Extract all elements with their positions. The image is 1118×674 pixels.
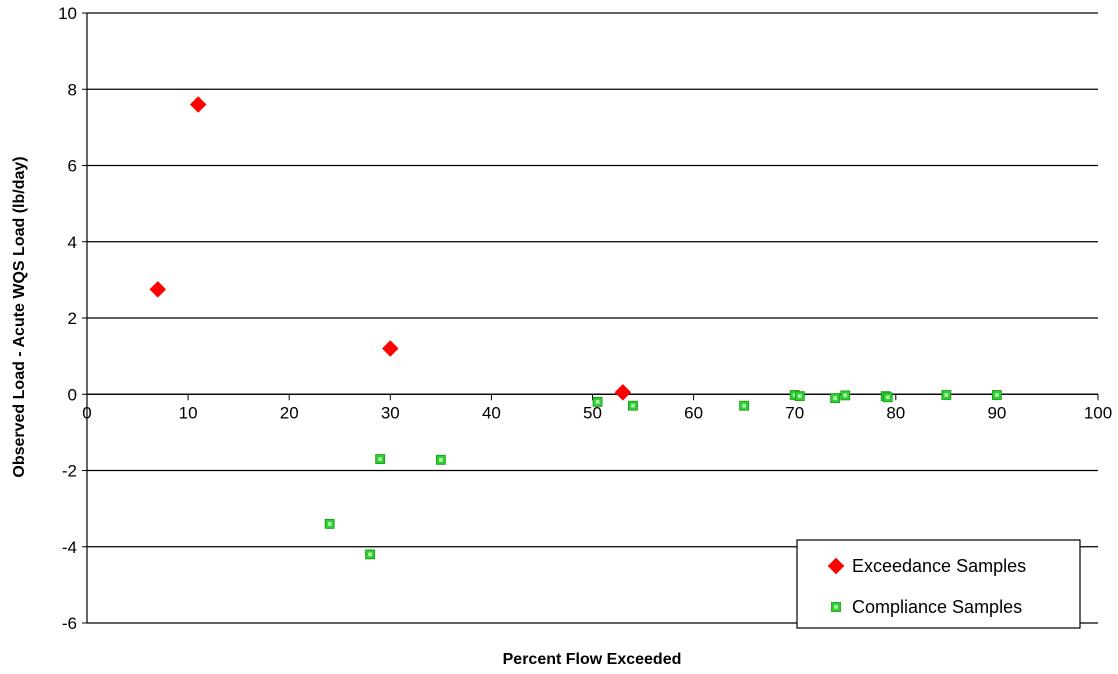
y-tick-label: -2 bbox=[62, 462, 77, 481]
x-tick-label: 0 bbox=[82, 403, 91, 422]
compliance-point bbox=[739, 400, 750, 411]
compliance-point bbox=[435, 454, 446, 465]
compliance-point bbox=[628, 400, 638, 411]
exceedance-point bbox=[614, 383, 632, 401]
compliance-point bbox=[941, 390, 952, 400]
compliance-point bbox=[992, 390, 1002, 400]
x-tick-label: 70 bbox=[785, 403, 804, 422]
legend-box bbox=[796, 539, 1081, 629]
x-tick-label: 90 bbox=[987, 403, 1006, 422]
x-tick-label: 80 bbox=[886, 403, 905, 422]
compliance-point bbox=[882, 392, 893, 403]
x-tick-label: 60 bbox=[684, 403, 703, 422]
compliance-point bbox=[794, 391, 805, 402]
y-tick-label: 10 bbox=[58, 4, 77, 23]
x-tick-label: 30 bbox=[381, 403, 400, 422]
x-tick-label: 100 bbox=[1084, 403, 1112, 422]
y-tick-label: -6 bbox=[62, 614, 77, 633]
y-tick-label: 0 bbox=[68, 385, 77, 404]
y-tick-label: 4 bbox=[68, 233, 77, 252]
compliance-point bbox=[592, 396, 603, 407]
x-tick-label: 40 bbox=[482, 403, 501, 422]
legend-label: Compliance Samples bbox=[852, 597, 1022, 617]
compliance-point bbox=[324, 518, 335, 529]
exceedance-point bbox=[189, 96, 207, 113]
legend-label: Exceedance Samples bbox=[852, 556, 1026, 576]
exceedance-point bbox=[149, 281, 167, 298]
compliance-point bbox=[830, 393, 841, 403]
x-tick-label: 50 bbox=[583, 403, 602, 422]
y-tick-label: 6 bbox=[68, 157, 77, 176]
data-points bbox=[149, 96, 1002, 560]
x-axis-title: Percent Flow Exceeded bbox=[503, 651, 682, 668]
legend-marker bbox=[831, 602, 841, 612]
y-axis-title: Observed Load - Acute WQS Load (lb/day) bbox=[11, 156, 28, 477]
legend-marker bbox=[827, 557, 845, 575]
y-tick-label: 2 bbox=[68, 309, 77, 328]
x-tick-label: 20 bbox=[280, 403, 299, 422]
exceedance-point bbox=[381, 340, 399, 357]
compliance-point bbox=[840, 390, 851, 401]
compliance-point bbox=[375, 454, 386, 464]
legend: Exceedance Samples Compliance Samples bbox=[796, 539, 1081, 629]
x-tick-label: 10 bbox=[179, 403, 198, 422]
y-tick-label: 8 bbox=[68, 80, 77, 99]
compliance-point bbox=[365, 549, 375, 560]
y-tick-label: -4 bbox=[62, 538, 77, 557]
